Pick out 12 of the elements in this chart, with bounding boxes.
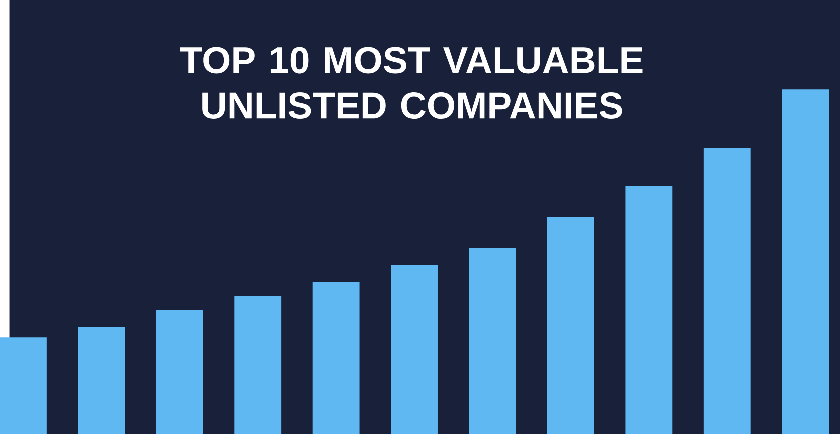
bar bbox=[626, 186, 673, 434]
bar bbox=[78, 327, 126, 434]
bar bbox=[391, 265, 438, 434]
chart-title: TOP 10 MOST VALUABLE UNLISTED COMPANIES bbox=[180, 47, 643, 120]
bar bbox=[0, 338, 47, 434]
bar bbox=[469, 248, 516, 434]
bar bbox=[704, 148, 751, 434]
bar bbox=[547, 217, 594, 434]
bar bbox=[782, 90, 830, 434]
bar bbox=[234, 296, 282, 434]
bar bbox=[312, 282, 360, 434]
bar bbox=[156, 310, 204, 434]
